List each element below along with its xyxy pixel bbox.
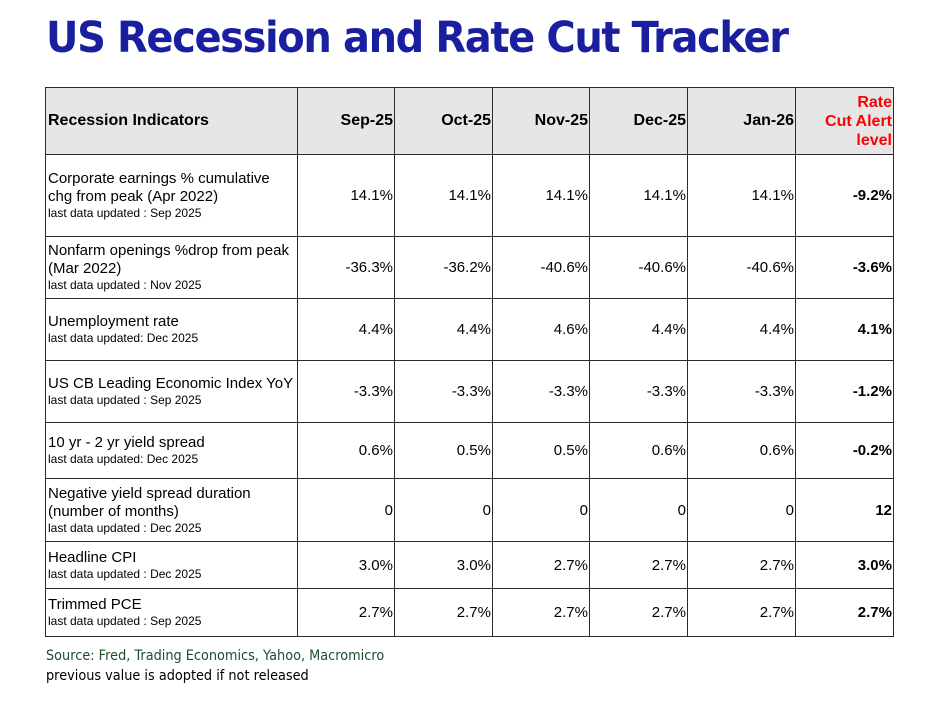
indicator-name: Headline CPI [48, 548, 137, 566]
header-indicator: Recession Indicators [45, 87, 298, 155]
value-cell: 14.1% [589, 154, 688, 237]
alert-level-cell: 4.1% [795, 298, 894, 361]
value-cell: -3.3% [687, 360, 796, 423]
value-cell: 2.7% [492, 588, 590, 637]
value-cell: -36.2% [394, 236, 493, 299]
indicator-name: Negative yield spread duration (number o… [48, 484, 251, 520]
indicator-cell: Unemployment rate last data updated: Dec … [45, 298, 298, 361]
value-cell: -3.3% [589, 360, 688, 423]
indicator-name: US CB Leading Economic Index YoY [48, 375, 294, 392]
last-updated: last data updated: Dec 2025 [48, 452, 199, 466]
last-updated: last data updated : Dec 2025 [48, 520, 202, 535]
value-cell: 4.4% [687, 298, 796, 361]
value-cell: -3.3% [492, 360, 590, 423]
page-title: US Recession and Rate Cut Tracker [46, 13, 789, 63]
indicator-cell: Trimmed PCE last data updated : Sep 2025 [45, 588, 298, 637]
indicator-name: Corporate earnings % cumulative chg from… [48, 170, 270, 205]
value-cell: 2.7% [297, 588, 395, 637]
table-row: Nonfarm openings %drop from peak (Mar 20… [45, 236, 894, 299]
value-cell: -40.6% [492, 236, 590, 299]
indicator-cell: Negative yield spread duration (number o… [45, 478, 298, 542]
table-row: Negative yield spread duration (number o… [45, 478, 894, 542]
value-cell: 3.0% [297, 541, 395, 589]
value-cell: -40.6% [687, 236, 796, 299]
indicator-cell: Corporate earnings % cumulative chg from… [45, 154, 298, 237]
value-cell: 4.4% [394, 298, 493, 361]
last-updated: last data updated : Dec 2025 [48, 566, 202, 581]
value-cell: 14.1% [492, 154, 590, 237]
value-cell: 0 [492, 478, 590, 542]
header-month: Sep-25 [297, 87, 395, 155]
header-rate-cut-alert: Rate Cut Alert level [795, 87, 894, 155]
alert-level-cell: -1.2% [795, 360, 894, 423]
alert-level-cell: 2.7% [795, 588, 894, 637]
value-cell: -36.3% [297, 236, 395, 299]
value-cell: 0 [589, 478, 688, 542]
value-cell: 14.1% [394, 154, 493, 237]
last-updated: last data updated : Nov 2025 [48, 278, 202, 292]
table-row: Headline CPI last data updated : Dec 2025… [45, 541, 894, 589]
value-cell: 0 [687, 478, 796, 542]
value-cell: 2.7% [687, 541, 796, 589]
release-note: previous value is adopted if not release… [46, 668, 309, 684]
header-month: Nov-25 [492, 87, 590, 155]
value-cell: 2.7% [589, 588, 688, 637]
value-cell: 0 [297, 478, 395, 542]
value-cell: 14.1% [687, 154, 796, 237]
indicator-cell: Nonfarm openings %drop from peak (Mar 20… [45, 236, 298, 299]
value-cell: 2.7% [687, 588, 796, 637]
table-row: 10 yr - 2 yr yield spread last data updat… [45, 422, 894, 479]
indicator-cell: Headline CPI last data updated : Dec 2025 [45, 541, 298, 589]
last-updated: last data updated : Sep 2025 [48, 206, 202, 220]
value-cell: 3.0% [394, 541, 493, 589]
table-row: Unemployment rate last data updated: Dec … [45, 298, 894, 361]
table-row: Corporate earnings % cumulative chg from… [45, 154, 894, 237]
source-note: Source: Fred, Trading Economics, Yahoo, … [46, 648, 385, 664]
alert-level-cell: -3.6% [795, 236, 894, 299]
value-cell: 14.1% [297, 154, 395, 237]
value-cell: -40.6% [589, 236, 688, 299]
value-cell: 4.4% [297, 298, 395, 361]
alert-level-cell: -0.2% [795, 422, 894, 479]
value-cell: 0.6% [589, 422, 688, 479]
value-cell: -3.3% [394, 360, 493, 423]
alert-level-cell: 3.0% [795, 541, 894, 589]
indicator-cell: US CB Leading Economic Index YoY last dat… [45, 360, 298, 423]
last-updated: last data updated : Sep 2025 [48, 614, 202, 628]
table-row: Trimmed PCE last data updated : Sep 2025 2… [45, 588, 894, 637]
alert-level-cell: 12 [795, 478, 894, 542]
header-alert-line: level [856, 131, 892, 149]
table-row: US CB Leading Economic Index YoY last dat… [45, 360, 894, 423]
value-cell: 2.7% [394, 588, 493, 637]
indicator-name: Trimmed PCE [48, 596, 142, 613]
indicator-name: Unemployment rate [48, 313, 179, 330]
value-cell: 4.4% [589, 298, 688, 361]
value-cell: 0.6% [687, 422, 796, 479]
value-cell: 2.7% [492, 541, 590, 589]
value-cell: 0.6% [297, 422, 395, 479]
header-month: Jan-26 [687, 87, 796, 155]
indicator-cell: 10 yr - 2 yr yield spread last data updat… [45, 422, 298, 479]
recession-tracker-table: Recession Indicators Sep-25 Oct-25 Nov-2… [45, 87, 894, 637]
value-cell: 4.6% [492, 298, 590, 361]
last-updated: last data updated: Dec 2025 [48, 331, 199, 345]
value-cell: 2.7% [589, 541, 688, 589]
indicator-name: 10 yr - 2 yr yield spread [48, 434, 205, 451]
header-alert-line: Cut Alert [825, 112, 892, 130]
header-alert-line: Rate [857, 93, 892, 111]
value-cell: 0.5% [492, 422, 590, 479]
table-header-row: Recession Indicators Sep-25 Oct-25 Nov-2… [45, 87, 894, 155]
alert-level-cell: -9.2% [795, 154, 894, 237]
indicator-name: Nonfarm openings %drop from peak (Mar 20… [48, 242, 289, 277]
last-updated: last data updated : Sep 2025 [48, 393, 202, 407]
value-cell: 0.5% [394, 422, 493, 479]
value-cell: -3.3% [297, 360, 395, 423]
header-month: Oct-25 [394, 87, 493, 155]
header-month: Dec-25 [589, 87, 688, 155]
value-cell: 0 [394, 478, 493, 542]
